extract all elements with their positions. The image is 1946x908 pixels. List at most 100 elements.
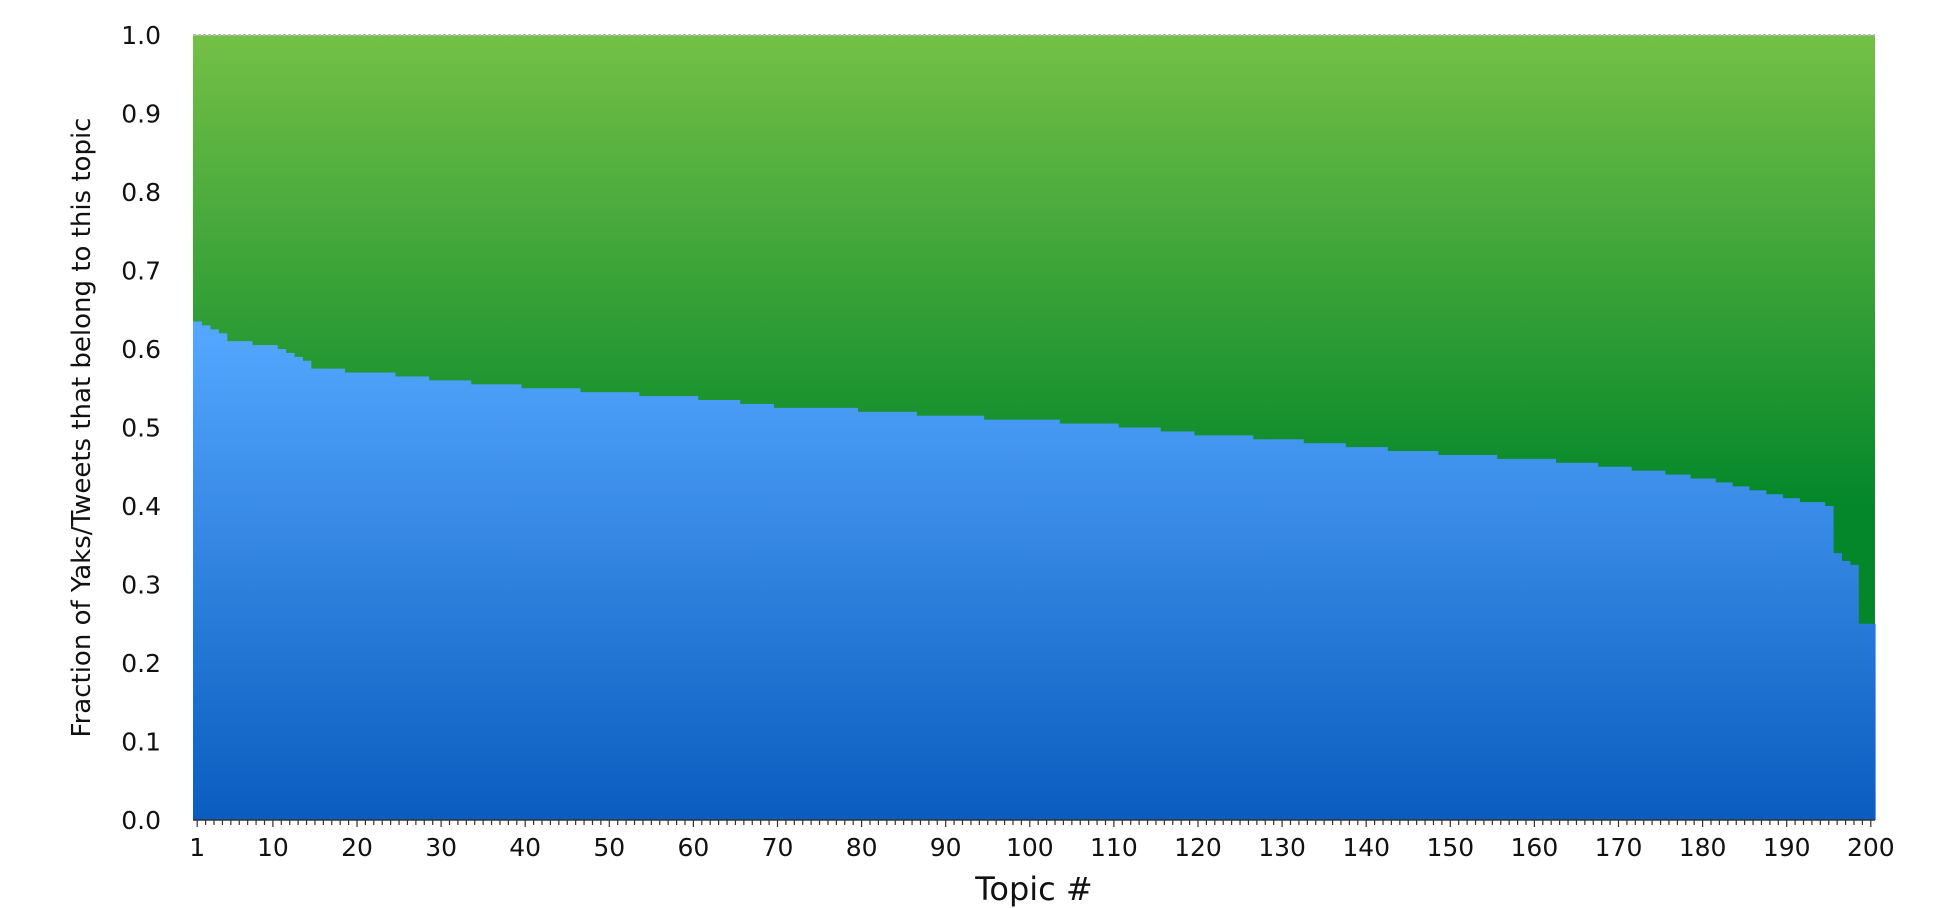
blue-bar-topic-197 — [1841, 560, 1851, 820]
blue-bar-topic-38 — [504, 384, 514, 820]
blue-bar-topic-174 — [1647, 470, 1657, 820]
blue-bar-topic-27 — [411, 376, 421, 820]
blue-bar-topic-99 — [1017, 419, 1027, 820]
blue-bar-topic-129 — [1269, 439, 1279, 820]
blue-bar-topic-12 — [285, 352, 295, 820]
blue-bar-topic-23 — [378, 372, 388, 820]
blue-bar-topic-180 — [1698, 478, 1708, 820]
blue-bar-topic-136 — [1328, 443, 1338, 820]
blue-bar-topic-142 — [1378, 447, 1388, 821]
blue-bar-topic-172 — [1631, 470, 1641, 820]
blue-bar-topic-154 — [1479, 454, 1489, 820]
blue-bar-topic-177 — [1673, 474, 1683, 820]
blue-bar-topic-94 — [975, 415, 985, 820]
blue-bar-topic-1 — [193, 321, 203, 820]
blue-bar-topic-114 — [1143, 427, 1153, 820]
blue-bar-topic-150 — [1446, 454, 1456, 820]
blue-bar-topic-19 — [344, 372, 354, 820]
blue-bar-topic-118 — [1176, 431, 1186, 820]
y-tick-label: 0.4 — [121, 492, 161, 521]
blue-bar-topic-127 — [1252, 439, 1262, 820]
blue-bar-topic-59 — [680, 396, 690, 820]
blue-bar-topic-186 — [1748, 490, 1758, 820]
blue-bar-topic-178 — [1681, 474, 1691, 820]
blue-bar-topic-130 — [1277, 439, 1287, 820]
blue-bar-topic-41 — [529, 388, 539, 820]
blue-bar-topic-119 — [1185, 431, 1195, 820]
blue-bar-topic-143 — [1387, 451, 1397, 820]
blue-bar-topic-105 — [1067, 423, 1077, 820]
blue-bar-topic-145 — [1404, 451, 1414, 820]
blue-bar-topic-165 — [1572, 462, 1582, 820]
y-tick-label: 0.3 — [121, 571, 161, 600]
blue-bar-topic-153 — [1471, 454, 1481, 820]
blue-bar-topic-80 — [857, 411, 867, 820]
blue-bar-topic-168 — [1597, 466, 1607, 820]
blue-bar-topic-158 — [1513, 458, 1523, 820]
blue-bar-topic-83 — [882, 411, 892, 820]
blue-bar-topic-4 — [218, 333, 228, 820]
y-tick-label: 0.6 — [121, 335, 161, 364]
blue-bar-topic-123 — [1219, 435, 1229, 820]
blue-bar-topic-148 — [1429, 451, 1439, 820]
blue-bar-topic-116 — [1160, 431, 1170, 820]
blue-bar-topic-44 — [554, 388, 564, 820]
blue-bar-topic-15 — [310, 368, 320, 820]
x-tick-label: 50 — [593, 833, 625, 862]
blue-bar-topic-170 — [1614, 466, 1624, 820]
blue-bar-topic-196 — [1832, 553, 1842, 820]
blue-bar-topic-82 — [874, 411, 884, 820]
y-axis-title: Fraction of Yaks/Tweets that belong to t… — [67, 118, 97, 738]
blue-bar-topic-65 — [731, 400, 741, 820]
x-tick-label: 20 — [341, 833, 373, 862]
blue-bar-topic-32 — [453, 380, 463, 820]
x-tick-label: 30 — [425, 833, 457, 862]
blue-bar-topic-133 — [1303, 443, 1313, 820]
blue-bar-topic-35 — [478, 384, 488, 820]
x-tick-label: 200 — [1847, 833, 1895, 862]
blue-bar-topic-134 — [1311, 443, 1321, 820]
blue-bar-topic-33 — [462, 380, 472, 820]
blue-bar-topic-194 — [1816, 502, 1826, 820]
blue-bar-topic-108 — [1092, 423, 1102, 820]
blue-bar-topic-125 — [1235, 435, 1245, 820]
blue-bar-topic-101 — [1034, 419, 1044, 820]
blue-bar-topic-164 — [1563, 462, 1573, 820]
blue-bar-topic-67 — [748, 403, 758, 820]
blue-bar-topic-102 — [1042, 419, 1052, 820]
blue-bar-topic-79 — [848, 407, 858, 821]
blue-bar-topic-122 — [1210, 435, 1220, 820]
blue-bar-topic-9 — [260, 345, 270, 820]
blue-bar-topic-166 — [1580, 462, 1590, 820]
blue-bar-topic-58 — [672, 396, 682, 820]
blue-bar-topic-188 — [1765, 494, 1775, 820]
blue-bar-topic-182 — [1715, 482, 1725, 820]
x-tick-label: 110 — [1090, 833, 1138, 862]
y-tick-label: 0.0 — [121, 806, 161, 835]
blue-bar-topic-69 — [764, 403, 774, 820]
blue-bar-topic-20 — [352, 372, 362, 820]
blue-bar-topic-110 — [1109, 423, 1119, 820]
blue-bar-topic-151 — [1454, 454, 1464, 820]
blue-bar-topic-84 — [891, 411, 901, 820]
blue-bar-topic-21 — [361, 372, 371, 820]
blue-bar-topic-115 — [1151, 427, 1161, 820]
y-tick-label: 0.7 — [121, 257, 161, 286]
blue-bar-topic-175 — [1656, 470, 1666, 820]
blue-bar-topic-147 — [1420, 451, 1430, 820]
blue-bar-topic-190 — [1782, 498, 1792, 820]
blue-bar-topic-60 — [689, 396, 699, 820]
blue-bar-topic-25 — [394, 376, 404, 820]
blue-bar-topic-126 — [1244, 435, 1254, 820]
y-tick-label: 1.0 — [121, 21, 161, 50]
blue-bar-topic-200 — [1866, 623, 1876, 820]
blue-bar-topic-85 — [899, 411, 909, 820]
blue-bar-topic-181 — [1706, 478, 1716, 820]
x-tick-label: 170 — [1595, 833, 1643, 862]
blue-bar-topic-199 — [1858, 623, 1868, 820]
blue-bar-topic-54 — [638, 396, 648, 820]
blue-bar-topic-169 — [1605, 466, 1615, 820]
blue-bar-topic-64 — [722, 400, 732, 820]
blue-bar-topic-176 — [1664, 474, 1674, 820]
